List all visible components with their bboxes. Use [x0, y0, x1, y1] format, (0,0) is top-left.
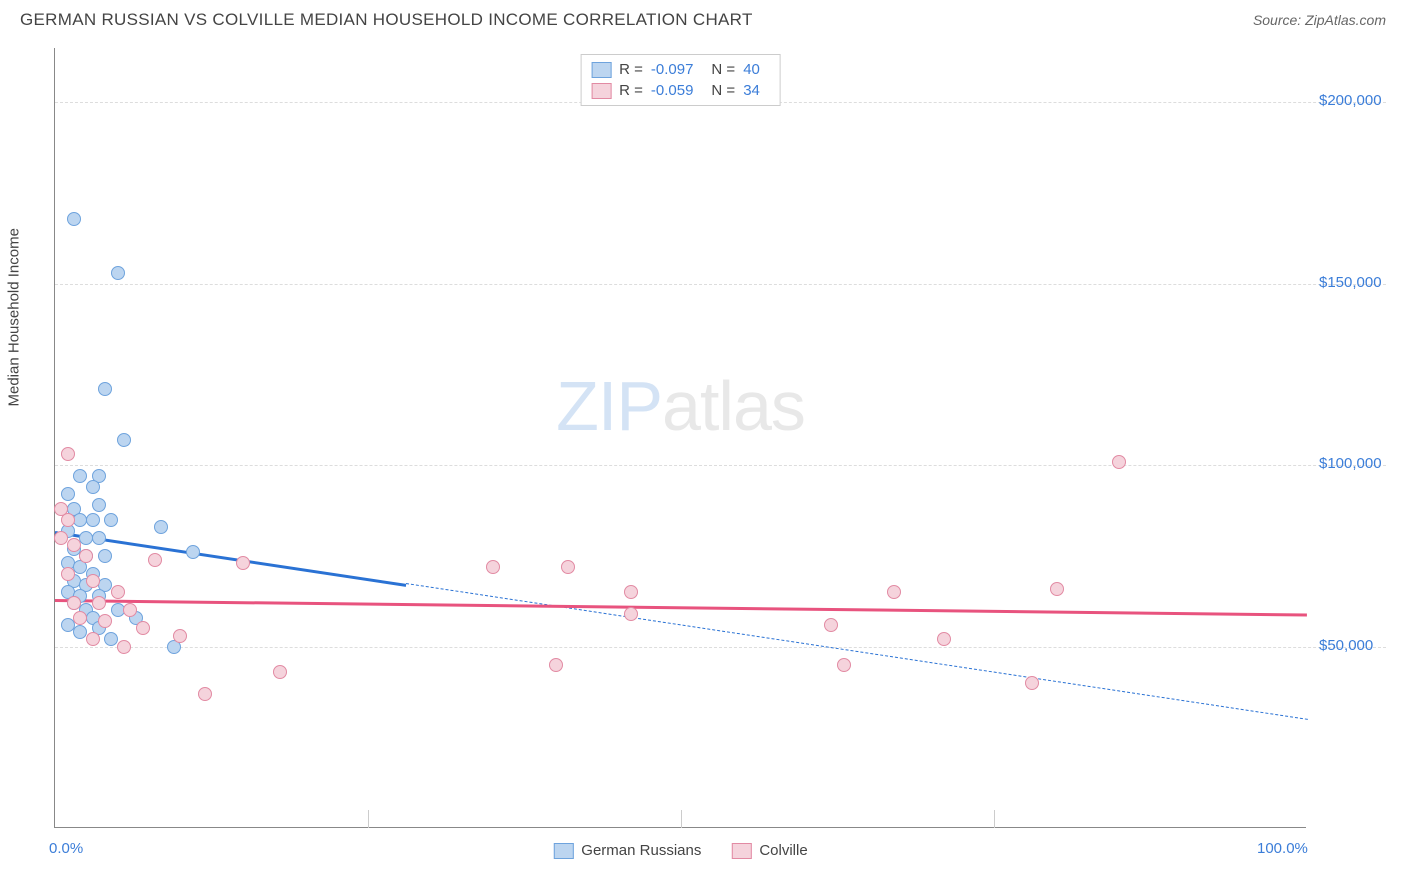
legend-n-label: N =: [711, 82, 735, 99]
chart-source: Source: ZipAtlas.com: [1253, 12, 1386, 28]
scatter-point: [98, 549, 112, 563]
scatter-point: [117, 433, 131, 447]
scatter-point: [549, 658, 563, 672]
gridline-h: [55, 284, 1386, 285]
series-legend: German Russians Colville: [553, 842, 807, 859]
correlation-legend-row: R = -0.059 N = 34: [591, 80, 770, 101]
plot-area: ZIPatlas $50,000$100,000$150,000$200,000…: [54, 48, 1306, 828]
scatter-point: [937, 632, 951, 646]
legend-n-label: N =: [711, 61, 735, 78]
scatter-point: [92, 596, 106, 610]
scatter-point: [273, 665, 287, 679]
scatter-point: [86, 574, 100, 588]
scatter-point: [61, 487, 75, 501]
scatter-point: [1050, 582, 1064, 596]
legend-swatch: [731, 843, 751, 859]
series-legend-label: Colville: [759, 842, 807, 859]
legend-n-value: 34: [743, 82, 760, 99]
legend-swatch: [553, 843, 573, 859]
legend-r-label: R =: [619, 82, 643, 99]
scatter-point: [86, 480, 100, 494]
scatter-point: [561, 560, 575, 574]
scatter-point: [117, 640, 131, 654]
scatter-point: [1025, 676, 1039, 690]
scatter-point: [173, 629, 187, 643]
y-tick-label: $100,000: [1319, 455, 1382, 472]
legend-swatch: [591, 62, 611, 78]
scatter-point: [86, 513, 100, 527]
gridline-v: [681, 810, 682, 828]
y-tick-label: $150,000: [1319, 274, 1382, 291]
scatter-point: [92, 531, 106, 545]
scatter-point: [104, 513, 118, 527]
legend-swatch: [591, 83, 611, 99]
scatter-point: [98, 382, 112, 396]
gridline-h: [55, 647, 1386, 648]
y-tick-label: $200,000: [1319, 92, 1382, 109]
gridline-h: [55, 465, 1386, 466]
scatter-point: [98, 614, 112, 628]
scatter-point: [61, 567, 75, 581]
y-tick-label: $50,000: [1319, 637, 1373, 654]
scatter-point: [1112, 455, 1126, 469]
series-legend-item: German Russians: [553, 842, 701, 859]
scatter-point: [186, 545, 200, 559]
legend-n-value: 40: [743, 61, 760, 78]
scatter-point: [111, 585, 125, 599]
scatter-point: [887, 585, 901, 599]
scatter-point: [67, 596, 81, 610]
scatter-point: [79, 549, 93, 563]
trend-line: [55, 599, 1307, 617]
x-tick-label: 100.0%: [1257, 840, 1308, 857]
scatter-point: [624, 585, 638, 599]
series-legend-item: Colville: [731, 842, 807, 859]
scatter-point: [73, 611, 87, 625]
legend-r-value: -0.059: [651, 82, 694, 99]
legend-r-label: R =: [619, 61, 643, 78]
correlation-legend: R = -0.097 N = 40 R = -0.059 N = 34: [580, 54, 781, 106]
scatter-point: [198, 687, 212, 701]
scatter-point: [67, 538, 81, 552]
gridline-v: [368, 810, 369, 828]
scatter-point: [61, 513, 75, 527]
scatter-point: [86, 632, 100, 646]
correlation-legend-row: R = -0.097 N = 40: [591, 59, 770, 80]
scatter-point: [486, 560, 500, 574]
legend-r-value: -0.097: [651, 61, 694, 78]
series-legend-label: German Russians: [581, 842, 701, 859]
scatter-point: [61, 447, 75, 461]
scatter-point: [67, 212, 81, 226]
scatter-point: [624, 607, 638, 621]
scatter-point: [123, 603, 137, 617]
scatter-point: [73, 469, 87, 483]
scatter-point: [837, 658, 851, 672]
scatter-point: [92, 498, 106, 512]
watermark: ZIPatlas: [556, 366, 805, 446]
x-tick-label: 0.0%: [49, 840, 83, 857]
chart-container: Median Household Income ZIPatlas $50,000…: [20, 48, 1386, 828]
scatter-point: [136, 621, 150, 635]
scatter-point: [154, 520, 168, 534]
scatter-point: [148, 553, 162, 567]
scatter-point: [111, 266, 125, 280]
gridline-v: [994, 810, 995, 828]
chart-title: GERMAN RUSSIAN VS COLVILLE MEDIAN HOUSEH…: [20, 10, 753, 30]
scatter-point: [824, 618, 838, 632]
scatter-point: [236, 556, 250, 570]
y-axis-label: Median Household Income: [6, 228, 23, 406]
